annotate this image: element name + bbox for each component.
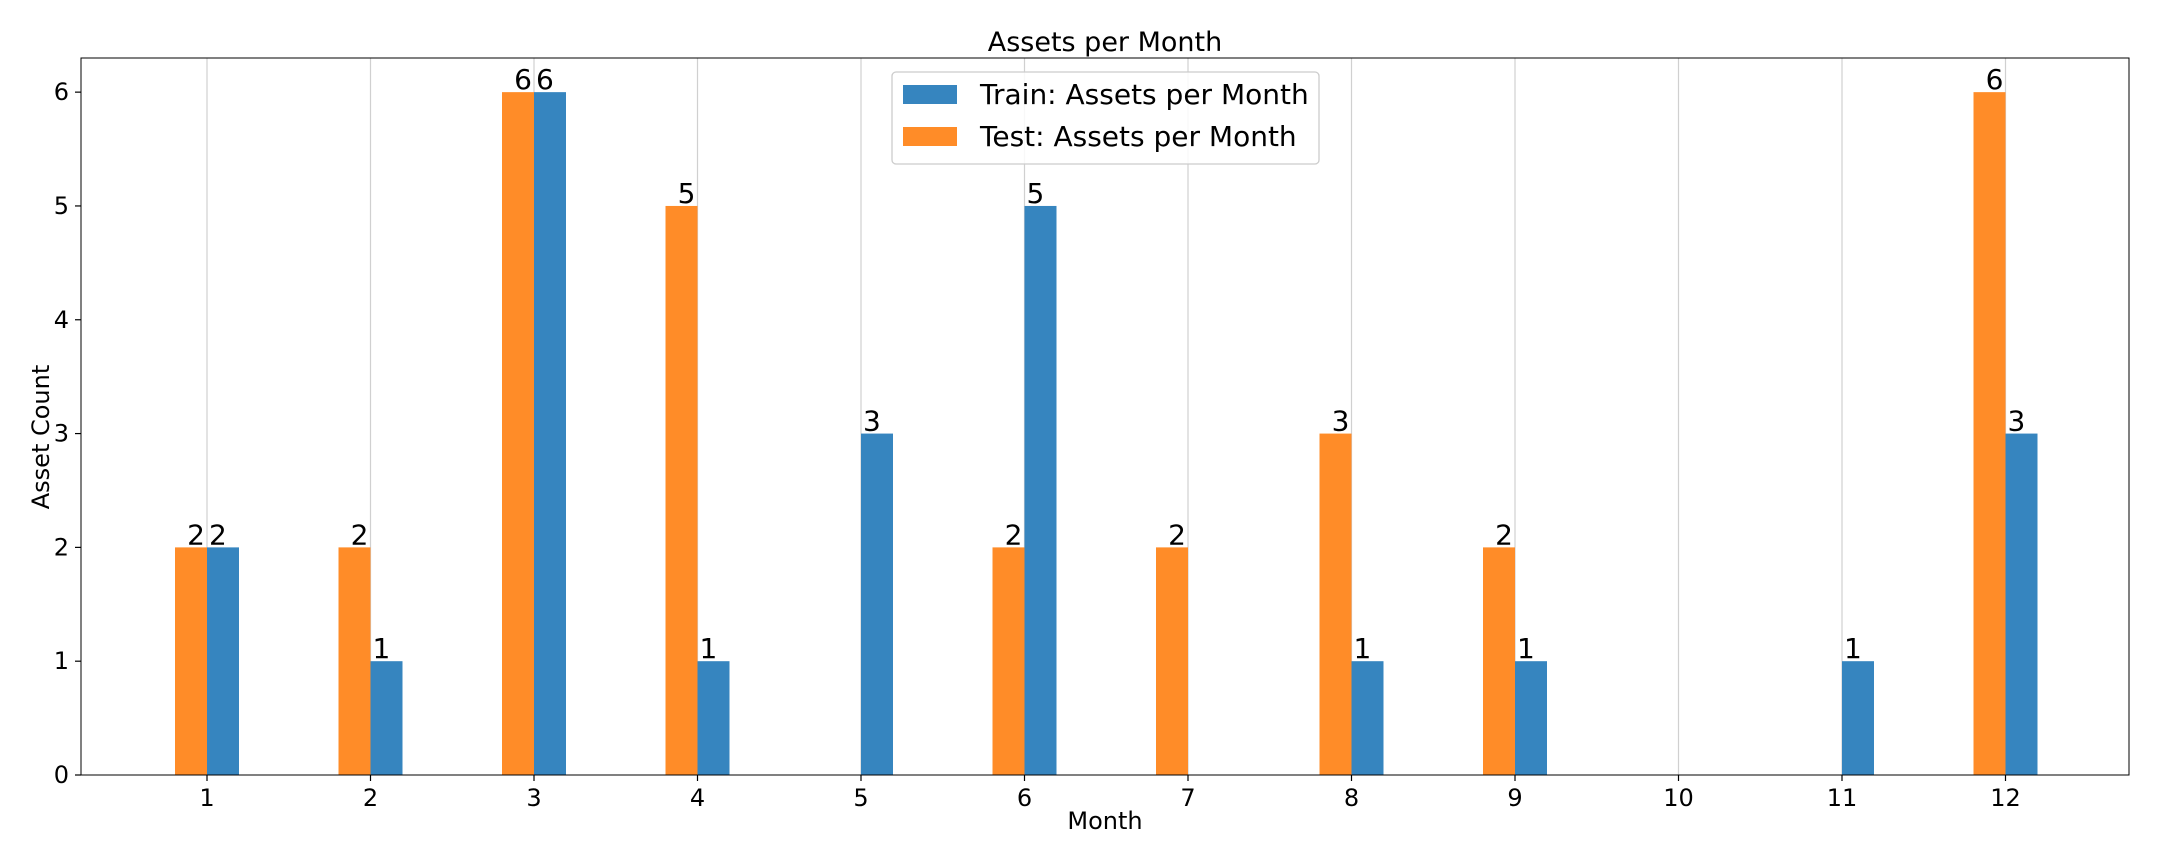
x-tick-label: 11 (1827, 784, 1858, 812)
y-tick-label: 3 (54, 420, 69, 448)
legend-label-train: Train: Assets per Month (979, 78, 1309, 111)
bar-label-train: 1 (1517, 632, 1535, 665)
x-tick-label: 2 (363, 784, 378, 812)
bar-train (1515, 661, 1547, 775)
x-tick-label: 4 (690, 784, 705, 812)
plot-area-frame (80, 57, 2130, 776)
bar-test (338, 547, 371, 775)
bar-test (1483, 547, 1515, 775)
y-tick-label: 1 (54, 647, 69, 675)
x-tick-label: 7 (1180, 784, 1195, 812)
x-tick-label: 5 (853, 784, 868, 812)
x-tick-label: 12 (1990, 784, 2021, 812)
x-tick-label: 10 (1663, 784, 1694, 812)
bar-label-train: 2 (209, 518, 227, 551)
bar-label-train: 3 (2008, 405, 2026, 438)
legend: Train: Assets per Month Test: Assets per… (891, 71, 1320, 165)
legend-box (891, 71, 1320, 165)
bar-label-test: 2 (1168, 518, 1186, 551)
bar-train (534, 92, 566, 775)
bar-label-test: 6 (1986, 63, 2004, 96)
bar-train (861, 433, 893, 775)
bar-train (697, 661, 730, 775)
x-tick-label: 9 (1507, 784, 1522, 812)
bar-train (1024, 205, 1057, 775)
bar-train (1351, 661, 1384, 775)
bar-train (1842, 661, 1874, 775)
bar-label-train: 5 (1027, 177, 1045, 210)
y-axis-ticks: 0 1 2 3 4 5 6 (54, 78, 81, 789)
bar-label-test: 2 (1495, 518, 1513, 551)
bar-label-test: 2 (187, 518, 205, 551)
bar-train (207, 547, 239, 775)
bar-label-train: 6 (536, 63, 554, 96)
legend-swatch-test (903, 127, 957, 146)
bar-label-test: 3 (1332, 405, 1350, 438)
y-axis-label: Asset Count (27, 365, 55, 510)
y-tick-label: 6 (54, 78, 69, 106)
bar-label-test: 5 (678, 177, 696, 210)
y-tick-label: 0 (54, 761, 69, 789)
x-tick-label: 3 (526, 784, 541, 812)
bar-train (2005, 433, 2038, 775)
bar-label-test: 2 (351, 518, 369, 551)
bar-label-train: 3 (863, 405, 881, 438)
bar-test (502, 92, 534, 775)
bar-test (1319, 433, 1352, 775)
bar-test (175, 547, 207, 775)
bar-test (665, 205, 698, 775)
bar-label-train: 1 (1844, 632, 1862, 665)
x-tick-label: 6 (1017, 784, 1032, 812)
bar-test (992, 547, 1025, 775)
bar-label-test: 6 (514, 63, 532, 96)
y-tick-label: 2 (54, 533, 69, 561)
x-axis-ticks: 1 2 3 4 5 6 7 8 9 10 11 12 (199, 775, 2021, 812)
bar-test (1156, 547, 1188, 775)
chart-title: Assets per Month (988, 27, 1223, 58)
bar-label-test: 2 (1005, 518, 1023, 551)
bar-label-train: 1 (700, 632, 718, 665)
bars (175, 92, 2038, 775)
x-tick-label: 8 (1344, 784, 1359, 812)
y-tick-label: 5 (54, 192, 69, 220)
bar-train (370, 661, 403, 775)
bar-test (1973, 92, 2006, 775)
y-tick-label: 4 (54, 306, 69, 334)
x-tick-label: 1 (199, 784, 214, 812)
bar-label-train: 1 (373, 632, 391, 665)
bar-label-train: 1 (1354, 632, 1372, 665)
legend-label-test: Test: Assets per Month (979, 120, 1297, 153)
legend-swatch-train (903, 85, 957, 104)
x-axis-label: Month (1067, 807, 1142, 835)
